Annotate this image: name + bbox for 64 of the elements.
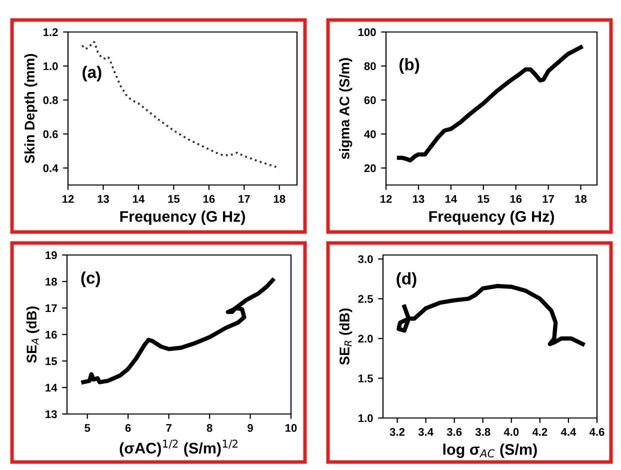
y-tick-label: 40 (364, 130, 376, 138)
x-tick-label: 14 (132, 195, 145, 203)
line-series (81, 41, 280, 169)
x-tick-label: 5 (84, 424, 90, 432)
y-tick-label: 18 (46, 278, 57, 286)
y-tick-label: 80 (364, 62, 376, 70)
y-tick-label: 2.5 (358, 295, 373, 303)
x-tick-label: 9 (248, 424, 253, 432)
x-tick-label: 8 (206, 424, 212, 432)
x-tick-label: 18 (575, 195, 587, 203)
annotation: (d) (396, 272, 416, 288)
y-tick-label: 3.0 (358, 255, 373, 264)
y-tick-label: 13 (46, 410, 57, 418)
y-tick-label: 1.0 (358, 414, 373, 422)
y-tick-label: 1.2 (44, 28, 58, 36)
x-tick-label: 12 (380, 195, 392, 203)
y-tick-label: 60 (364, 96, 376, 104)
x-tick-label: 13 (412, 195, 424, 203)
y-tick-label: 14 (46, 384, 58, 392)
y-tick-label: 0.6 (43, 130, 58, 138)
x-tick-label: 15 (168, 195, 180, 203)
y-tick-label: 20 (364, 164, 376, 172)
y-axis-title: Skin Depth (mm) (24, 54, 38, 164)
y-tick-label: 100 (358, 28, 376, 36)
x-tick-label: 4.2 (532, 428, 548, 436)
y-tick-label: 17 (46, 304, 57, 312)
x-tick-label: 4.4 (560, 428, 576, 436)
x-tick-label: 17 (542, 195, 554, 203)
x-tick-label: 15 (478, 195, 490, 203)
annotation: (b) (399, 58, 420, 74)
x-tick-label: 12 (62, 195, 74, 203)
y-tick-label: 0.8 (43, 96, 58, 104)
y-tick-label: 2.0 (358, 334, 373, 343)
x-axis-title: Frequency (G Hz) (429, 210, 554, 225)
x-tick-label: 18 (274, 195, 286, 203)
annotation: (a) (82, 66, 102, 82)
y-tick-label: 16 (46, 330, 57, 339)
x-tick-label: 17 (238, 195, 250, 203)
x-tick-label: 3.6 (446, 428, 462, 436)
y-tick-label: 1.0 (44, 62, 58, 70)
y-tick-label: 19 (46, 251, 57, 260)
x-tick-label: 3.4 (418, 428, 434, 436)
y-tick-label: 0.4 (43, 164, 58, 172)
y-tick-label: 1.5 (358, 374, 373, 382)
x-tick-label: 16 (203, 195, 215, 203)
y-axis-title: sigma AC (S/m) (339, 58, 352, 160)
x-tick-label: 3.8 (475, 428, 490, 436)
x-tick-label: 14 (445, 195, 458, 203)
line-series (396, 45, 583, 162)
x-axis-title: log σ$_{AC}$ (S/m) (443, 444, 537, 458)
x-axis-title: (σAC)$^{1/2}$ (S/m)$^{1/2}$ (120, 440, 238, 457)
x-tick-label: 10 (286, 424, 297, 432)
x-axis-title: Frequency (G Hz) (120, 210, 245, 225)
x-tick-label: 3.2 (390, 428, 405, 436)
x-tick-label: 4.6 (589, 428, 604, 436)
x-tick-label: 6 (125, 424, 131, 432)
x-tick-label: 13 (98, 195, 110, 203)
annotation: (c) (81, 272, 100, 288)
x-tick-label: 16 (510, 195, 522, 203)
y-axis-title: SE$_{A}$ (dB) (26, 306, 40, 363)
y-axis-title: SE$_{R}$ (dB) (339, 308, 352, 365)
x-tick-label: 7 (166, 424, 172, 432)
y-tick-label: 15 (46, 357, 57, 366)
x-tick-label: 4.0 (504, 428, 519, 436)
